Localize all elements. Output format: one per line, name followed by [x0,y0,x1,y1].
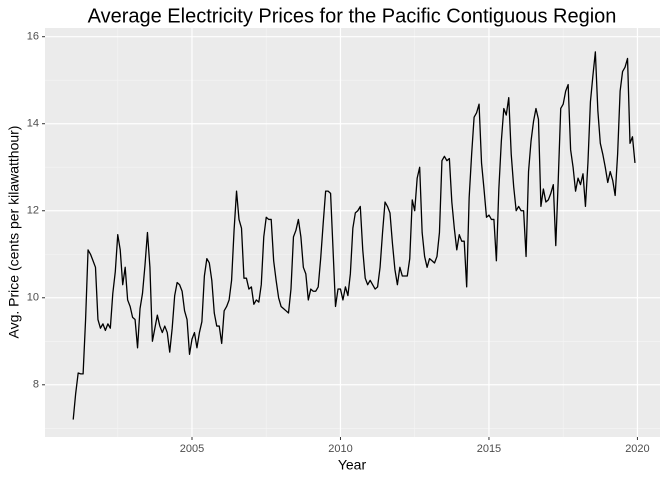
y-tick-label: 14 [27,118,39,130]
chart-title: Average Electricity Prices for the Pacif… [88,5,617,27]
x-tick-label: 2015 [477,443,501,455]
x-tick-label: 2010 [328,443,352,455]
y-axis-label: Avg. Price (cents per kilawatthour) [6,126,22,339]
x-tick-label: 2005 [180,443,204,455]
y-tick-label: 8 [33,379,39,391]
y-tick-label: 16 [27,31,39,43]
y-tick-label: 10 [27,292,39,304]
y-tick-label: 12 [27,205,39,217]
series-line [72,51,636,420]
x-axis-label: Year [338,457,367,473]
x-tick-label: 2020 [625,443,649,455]
